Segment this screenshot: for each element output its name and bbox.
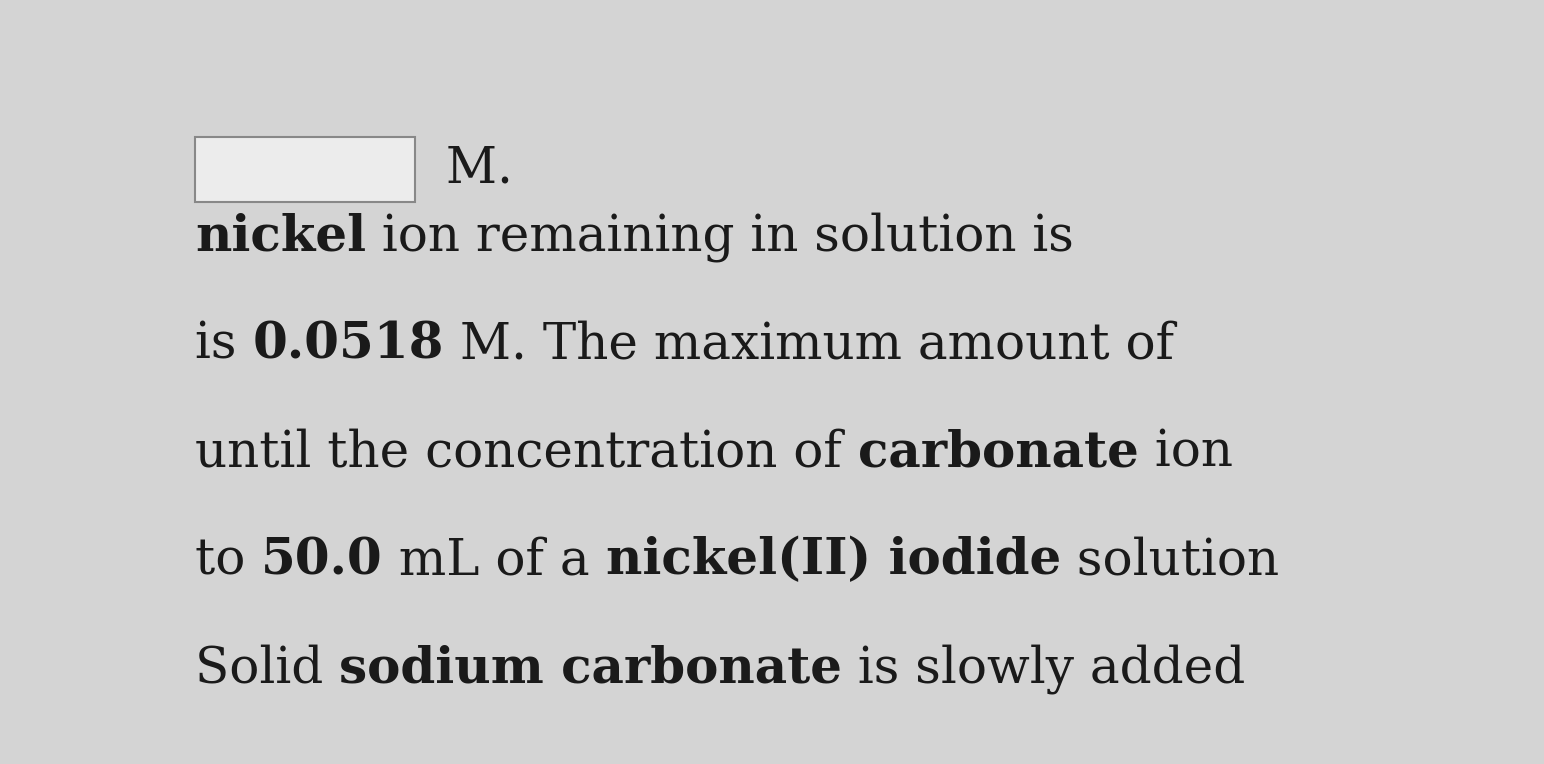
Text: is: is <box>195 320 252 370</box>
Text: M. The maximum amount of: M. The maximum amount of <box>443 320 1173 370</box>
Text: sodium carbonate: sodium carbonate <box>340 645 841 694</box>
Text: is slowly added: is slowly added <box>841 644 1246 694</box>
Text: M.: M. <box>429 144 513 194</box>
Text: 50.0: 50.0 <box>261 536 383 585</box>
Text: nickel: nickel <box>195 212 366 261</box>
Text: 0.0518: 0.0518 <box>252 321 443 370</box>
Bar <box>195 137 415 202</box>
Text: to: to <box>195 536 261 586</box>
Text: solution: solution <box>1061 536 1278 586</box>
Text: nickel(II) iodide: nickel(II) iodide <box>605 536 1061 585</box>
Text: mL of a: mL of a <box>383 536 605 586</box>
Text: until the concentration of: until the concentration of <box>195 429 858 478</box>
Text: ion: ion <box>1138 429 1232 478</box>
Text: carbonate: carbonate <box>858 429 1138 478</box>
Text: ion remaining in solution is: ion remaining in solution is <box>366 212 1075 262</box>
Text: Solid: Solid <box>195 644 340 694</box>
